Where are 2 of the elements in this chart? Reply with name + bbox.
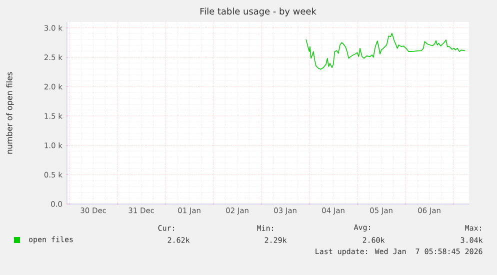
chart-title: File table usage - by week: [200, 8, 316, 16]
line-series: [306, 32, 466, 70]
